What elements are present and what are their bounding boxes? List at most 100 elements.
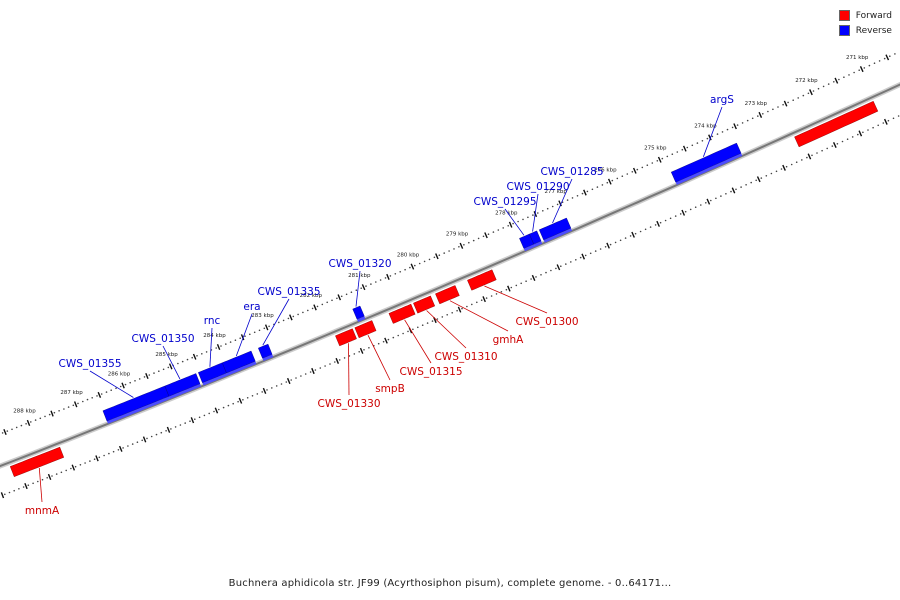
guide-dot <box>500 291 503 293</box>
guide-dot <box>540 274 542 276</box>
kbp-tick-label: 271 kbp <box>846 55 869 61</box>
guide-dot <box>472 239 475 242</box>
kbp-tick-label: 272 kbp <box>795 78 818 84</box>
guide-dot <box>482 235 485 238</box>
guide-dot <box>375 281 377 283</box>
gene-CWS_01335-feature <box>258 343 274 361</box>
gene-body <box>102 385 170 422</box>
kbp-tick <box>556 264 561 271</box>
gene-label: rnc <box>204 315 221 327</box>
guide-dot <box>441 316 444 318</box>
guide-dot <box>644 228 647 231</box>
gene-label: CWS_01355 <box>58 358 121 370</box>
guide-dot <box>203 414 206 417</box>
guide-dot <box>858 69 860 71</box>
guide-dot <box>492 231 495 233</box>
guide-dot <box>770 172 773 175</box>
guide-dot <box>741 122 744 124</box>
guide-dot <box>831 145 834 147</box>
guide-dot <box>517 220 519 223</box>
guide-dot <box>44 415 46 418</box>
guide-dot <box>566 199 569 201</box>
gene-shadow <box>168 383 202 399</box>
guide-dot <box>570 261 572 263</box>
guide-dot <box>596 186 599 188</box>
guide-dot <box>108 452 110 455</box>
guide-dot <box>127 445 129 447</box>
guide-dot <box>649 226 652 228</box>
guide-dot <box>807 92 810 95</box>
gene-body <box>519 233 534 249</box>
guide-dot <box>304 373 307 375</box>
gene-body <box>335 328 357 347</box>
kbp-tick <box>832 142 837 148</box>
kbp-tick <box>311 367 315 375</box>
guide-dot <box>458 246 460 248</box>
kbp-tick <box>47 473 52 480</box>
guide-dot <box>716 133 719 135</box>
guide-dot <box>392 336 395 339</box>
guide-dot <box>659 221 662 224</box>
gene-label: era <box>243 301 260 313</box>
kbp-tick <box>216 343 221 351</box>
kbp-tick <box>0 492 5 499</box>
guide-dot <box>340 295 343 298</box>
kbp-tick <box>883 118 888 125</box>
guide-dot <box>535 276 537 278</box>
guide-dot <box>797 97 799 99</box>
kbp-tick <box>607 178 612 185</box>
kbp-tick <box>632 167 637 174</box>
gene-shadow <box>262 354 274 361</box>
guide-dot <box>184 422 186 424</box>
guide-dot <box>471 303 473 306</box>
guide-dot <box>843 76 845 78</box>
guide-dot <box>300 375 302 377</box>
guide-dot <box>138 378 141 380</box>
guide-dot <box>676 151 679 153</box>
kbp-tick <box>859 66 864 73</box>
guide-dot <box>438 254 441 256</box>
guide-dot <box>546 207 549 210</box>
guide-dot <box>143 376 146 378</box>
guide-dot <box>589 252 592 255</box>
guide-dot <box>129 381 131 384</box>
legend-forward-label: Forward <box>855 10 892 21</box>
guide-dot <box>681 148 684 151</box>
guide-dot <box>155 433 158 436</box>
guide-dot <box>189 420 191 423</box>
guide-dot <box>345 293 348 296</box>
gene-body <box>352 305 365 320</box>
guide-dot <box>96 395 98 397</box>
guide-dot <box>39 417 42 420</box>
guide-dot <box>402 332 404 335</box>
guide-dot <box>355 289 358 292</box>
kbp-tick <box>214 407 219 414</box>
guide-dot <box>360 287 363 290</box>
gene-shadow <box>226 361 257 376</box>
guide-dot <box>853 71 855 74</box>
guide-dot <box>816 152 818 154</box>
guide-dot <box>368 347 370 349</box>
kbp-tick <box>121 382 125 389</box>
guide-dot <box>418 262 421 265</box>
guide-dot <box>186 358 189 361</box>
kbp-tick <box>238 397 243 404</box>
guide-dot <box>141 439 143 442</box>
guide-dot <box>370 283 372 285</box>
guide-dot <box>389 275 392 277</box>
kbp-tick <box>558 200 562 207</box>
guide-dot <box>525 280 527 283</box>
guide-dot <box>802 94 805 97</box>
gene-label-leader <box>449 300 509 332</box>
guide-dot <box>6 430 9 432</box>
guide-dot <box>246 397 249 399</box>
guide-dot <box>353 353 356 355</box>
guide-dot <box>446 314 449 316</box>
kbp-tick <box>606 242 610 249</box>
kbp-tick <box>335 357 340 364</box>
guide-dot <box>731 126 734 129</box>
guide-dot <box>812 90 815 92</box>
kbp-tick-label: 285 kbp <box>155 352 178 358</box>
guide-dot <box>282 319 285 322</box>
guide-dot <box>626 173 629 175</box>
